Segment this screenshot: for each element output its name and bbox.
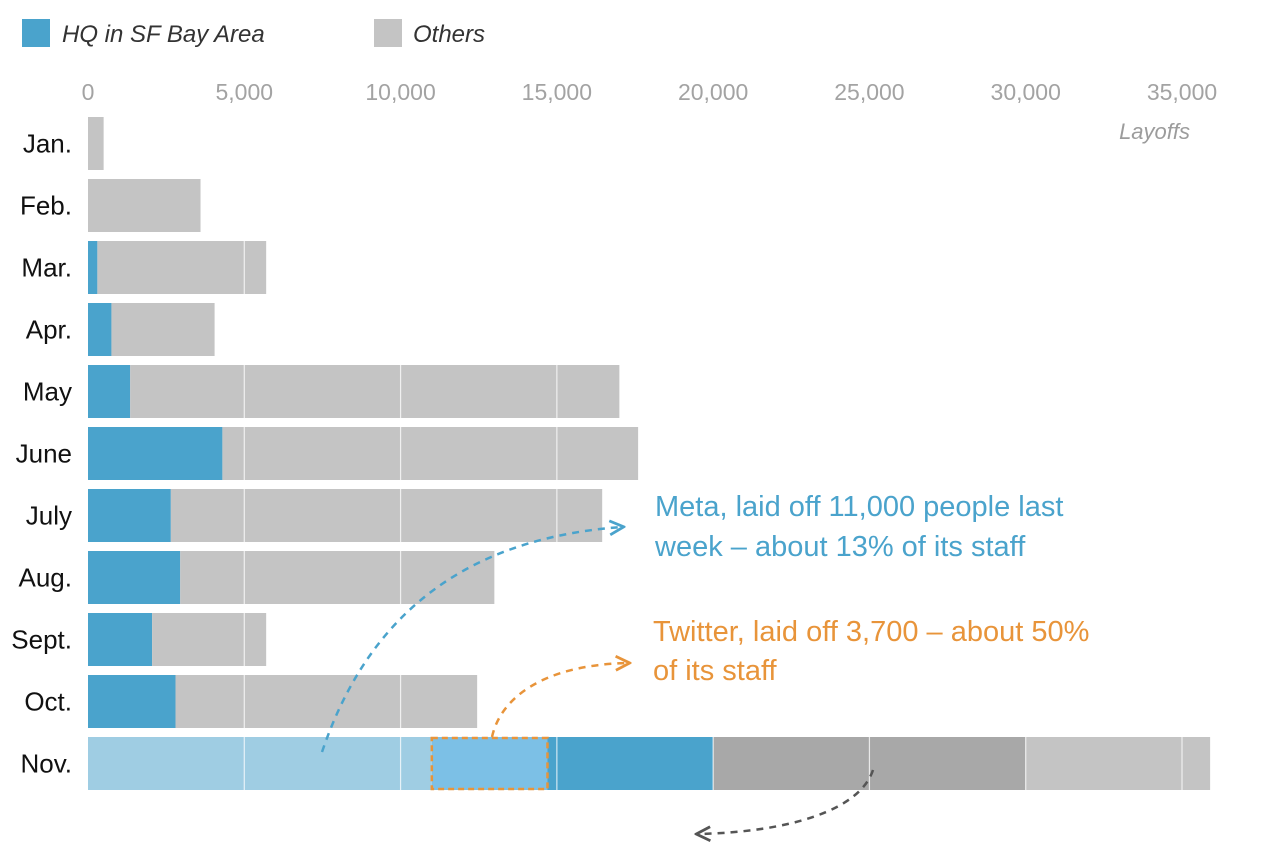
bar-bay-area (88, 551, 181, 604)
annotation-twitter-arrow (490, 663, 628, 738)
bar-others (111, 303, 215, 356)
bar-bay-area (88, 489, 171, 542)
bar-others (170, 489, 603, 542)
x-tick-label: 10,000 (365, 79, 435, 105)
bar-others (88, 117, 104, 170)
category-label: Nov. (20, 749, 72, 779)
x-tick-label: 35,000 (1147, 79, 1217, 105)
category-label: Feb. (20, 191, 72, 221)
bar-others (180, 551, 495, 604)
bar-others (152, 613, 267, 666)
x-axis-label: Layoffs (1119, 119, 1190, 144)
annotation-twitter-line-1: Twitter, laid off 3,700 – about 50% (653, 616, 1089, 648)
category-label: June (16, 439, 72, 469)
category-label: May (23, 377, 72, 407)
x-tick-label: 30,000 (991, 79, 1061, 105)
twitter-highlight-box (430, 736, 549, 791)
bar-others (130, 365, 620, 418)
bar-bay-area (88, 365, 131, 418)
annotation-meta: Meta, laid off 11,000 people last week –… (320, 491, 1063, 753)
bar-bay-area (88, 427, 223, 480)
bar-nov-other-bay-area (547, 737, 714, 790)
category-labels: Jan. Feb. Mar. Apr. May June July Aug. Sept. Oct.… (11, 129, 72, 779)
category-label: July (26, 501, 72, 531)
legend-label-bay-area: HQ in SF Bay Area (62, 21, 265, 48)
x-axis-ticks: 0 5,000 10,000 15,000 20,000 25,000 30,000 35,0… (82, 79, 1218, 105)
category-label: Mar. (21, 253, 72, 283)
annotation-twitter-line-2: of its staff (653, 655, 778, 687)
annotation-meta-line-2: week – about 13% of its staff (654, 531, 1026, 563)
bar-nov-meta (88, 737, 432, 790)
x-tick-label: 15,000 (522, 79, 592, 105)
bar-others (175, 675, 478, 728)
bars (88, 117, 1211, 791)
category-label: Aug. (19, 563, 73, 593)
legend: HQ in SF Bay Area Others (22, 19, 485, 48)
category-label: Jan. (23, 129, 72, 159)
x-tick-label: 0 (82, 79, 95, 105)
annotation-twitter: Twitter, laid off 3,700 – about 50% of i… (490, 616, 1089, 738)
bar-bay-area (88, 675, 176, 728)
category-label: Oct. (24, 687, 72, 717)
bar-bay-area (88, 241, 98, 294)
legend-swatch-others (374, 19, 402, 47)
bar-gridlines (243, 241, 1183, 790)
bar-nov-others-rest (1025, 737, 1211, 790)
bar-others (222, 427, 639, 480)
bar-bay-area (88, 613, 153, 666)
x-tick-label: 20,000 (678, 79, 748, 105)
category-label: Sept. (11, 625, 72, 655)
bar-others (88, 179, 201, 232)
annotation-meta-line-1: Meta, laid off 11,000 people last (655, 491, 1063, 523)
category-label: Apr. (26, 315, 72, 345)
x-tick-label: 25,000 (834, 79, 904, 105)
x-tick-label: 5,000 (216, 79, 274, 105)
legend-label-others: Others (413, 21, 485, 48)
bar-others (97, 241, 267, 294)
bar-nov-twitter (431, 737, 548, 790)
bar-bay-area (88, 303, 112, 356)
annotation-others (698, 769, 875, 834)
annotation-others-arrow (698, 769, 875, 834)
legend-swatch-bay-area (22, 19, 50, 47)
